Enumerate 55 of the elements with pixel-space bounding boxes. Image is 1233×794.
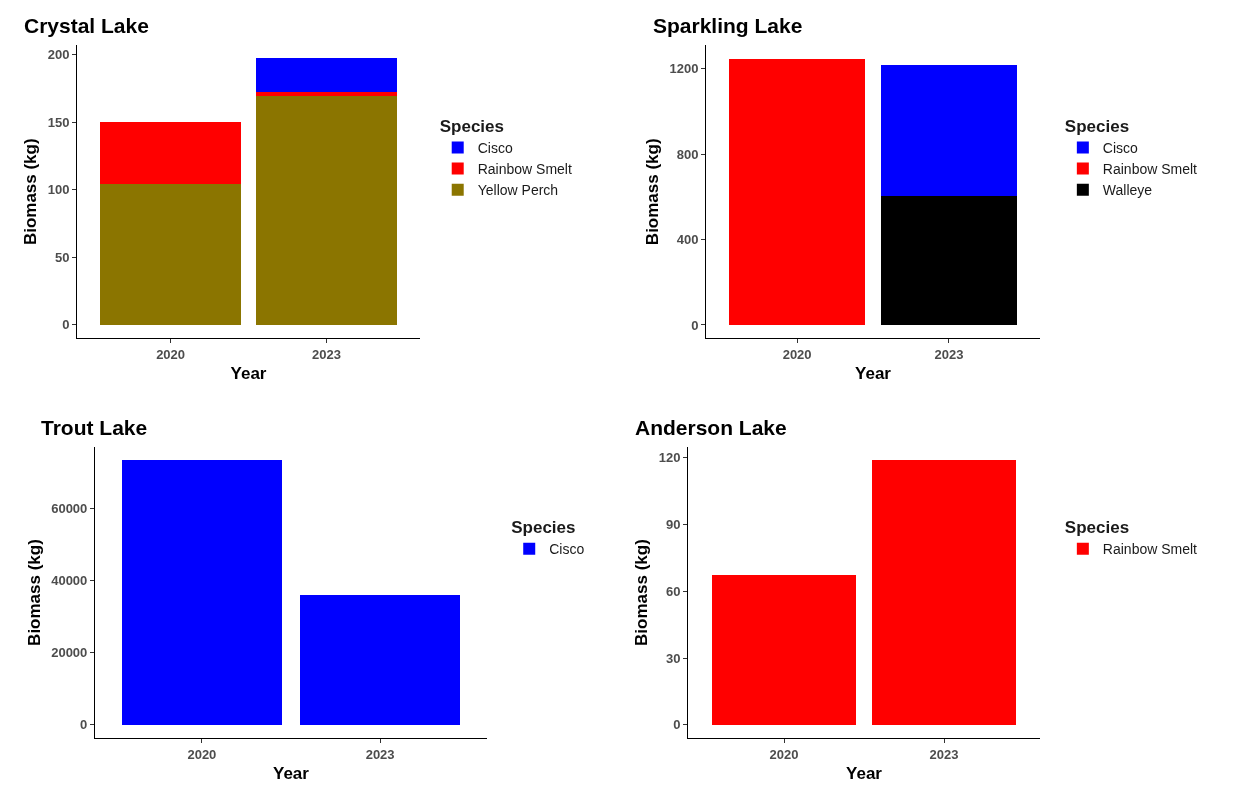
bar: [256, 95, 397, 325]
x-tick-label: 2020: [187, 746, 217, 762]
y-tick-label: 0: [80, 717, 88, 733]
legend-title: Species: [439, 116, 504, 136]
bar: [256, 58, 397, 92]
y-tick-label: 30: [665, 650, 681, 666]
x-axis-title: Year: [273, 764, 310, 784]
legend-label: Cisco: [549, 541, 585, 558]
y-tick-label: 800: [676, 146, 699, 162]
legend-title: Species: [1064, 116, 1130, 136]
chart-title: Crystal Lake: [24, 14, 149, 37]
x-tick-label: 2023: [311, 346, 341, 362]
y-axis-title: Biomass (kg): [632, 539, 652, 646]
legend-label: Cisco: [477, 139, 513, 156]
y-tick-label: 400: [676, 232, 699, 248]
y-tick-label: 0: [62, 317, 70, 333]
y-tick-label: 20000: [51, 645, 88, 661]
y-tick-label: 40000: [51, 573, 88, 589]
legend-label: Cisco: [1102, 139, 1139, 156]
legend-title: Species: [1064, 518, 1130, 538]
legend-label: Rainbow Smelt: [1102, 541, 1198, 558]
y-axis-title: Biomass (kg): [643, 138, 663, 246]
x-tick-label: 2023: [934, 346, 964, 362]
y-tick-label: 60: [665, 583, 681, 599]
y-tick-label: 60000: [51, 501, 88, 517]
y-tick-label: 90: [665, 517, 681, 533]
bar: [100, 184, 241, 325]
y-tick-label: 200: [47, 47, 70, 63]
bar: [256, 91, 397, 96]
y-axis-title: Biomass (kg): [24, 539, 44, 646]
legend-label: Yellow Perch: [477, 182, 559, 199]
y-tick-label: 120: [658, 450, 681, 466]
bar: [100, 121, 241, 185]
chart-title: Anderson Lake: [635, 416, 787, 439]
y-tick-label: 1200: [669, 61, 699, 77]
x-axis-title: Year: [230, 364, 267, 384]
y-axis-title: Biomass (kg): [21, 138, 41, 246]
y-tick-label: 0: [691, 317, 699, 333]
x-axis-title: Year: [846, 764, 883, 784]
x-tick-label: 2023: [365, 746, 395, 762]
y-tick-label: 100: [47, 182, 70, 198]
x-tick-label: 2023: [929, 746, 959, 762]
x-tick-label: 2020: [782, 346, 812, 362]
legend-label: Rainbow Smelt: [477, 161, 572, 178]
y-tick-label: 150: [47, 114, 70, 130]
x-axis-title: Year: [855, 364, 892, 384]
chart-title: Sparkling Lake: [653, 14, 803, 37]
legend-title: Species: [511, 518, 576, 538]
legend-label: Walleye: [1102, 182, 1153, 199]
y-tick-label: 50: [54, 249, 70, 265]
y-tick-label: 0: [673, 717, 681, 733]
x-tick-label: 2020: [156, 346, 186, 362]
legend-label: Rainbow Smelt: [1102, 161, 1198, 178]
chart-title: Trout Lake: [41, 416, 148, 439]
x-tick-label: 2020: [769, 746, 799, 762]
